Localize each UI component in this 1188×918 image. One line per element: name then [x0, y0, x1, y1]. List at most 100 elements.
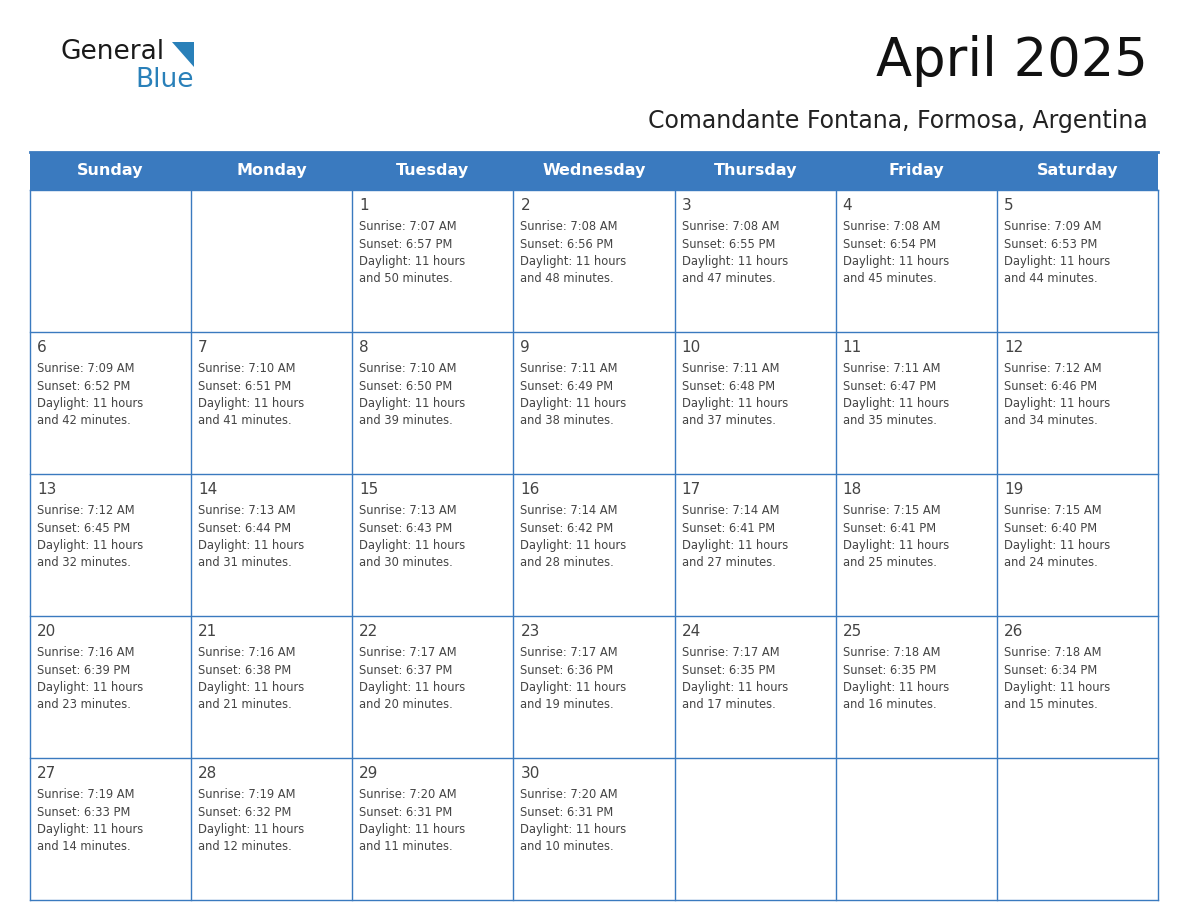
Text: Sunrise: 7:17 AM
Sunset: 6:36 PM
Daylight: 11 hours
and 19 minutes.: Sunrise: 7:17 AM Sunset: 6:36 PM Dayligh… [520, 646, 627, 711]
Bar [353, 474, 513, 616]
Bar [997, 474, 1158, 616]
Text: Sunrise: 7:10 AM
Sunset: 6:51 PM
Daylight: 11 hours
and 41 minutes.: Sunrise: 7:10 AM Sunset: 6:51 PM Dayligh… [198, 362, 304, 428]
Text: 15: 15 [359, 482, 379, 497]
Bar [675, 190, 835, 332]
Text: Sunrise: 7:14 AM
Sunset: 6:42 PM
Daylight: 11 hours
and 28 minutes.: Sunrise: 7:14 AM Sunset: 6:42 PM Dayligh… [520, 504, 627, 569]
Text: 25: 25 [842, 624, 862, 639]
Text: Sunrise: 7:18 AM
Sunset: 6:35 PM
Daylight: 11 hours
and 16 minutes.: Sunrise: 7:18 AM Sunset: 6:35 PM Dayligh… [842, 646, 949, 711]
Text: Sunrise: 7:19 AM
Sunset: 6:32 PM
Daylight: 11 hours
and 12 minutes.: Sunrise: 7:19 AM Sunset: 6:32 PM Dayligh… [198, 788, 304, 854]
Text: 20: 20 [37, 624, 56, 639]
Bar [835, 190, 997, 332]
Bar [835, 616, 997, 758]
Text: Sunrise: 7:19 AM
Sunset: 6:33 PM
Daylight: 11 hours
and 14 minutes.: Sunrise: 7:19 AM Sunset: 6:33 PM Dayligh… [37, 788, 144, 854]
Text: 12: 12 [1004, 340, 1023, 355]
Bar [30, 152, 1158, 190]
Text: 10: 10 [682, 340, 701, 355]
Text: 18: 18 [842, 482, 862, 497]
Bar [30, 616, 191, 758]
Text: 6: 6 [37, 340, 46, 355]
Text: 17: 17 [682, 482, 701, 497]
Text: 23: 23 [520, 624, 539, 639]
Text: Thursday: Thursday [713, 163, 797, 178]
Text: 16: 16 [520, 482, 539, 497]
Polygon shape [172, 42, 194, 67]
Text: Sunrise: 7:12 AM
Sunset: 6:46 PM
Daylight: 11 hours
and 34 minutes.: Sunrise: 7:12 AM Sunset: 6:46 PM Dayligh… [1004, 362, 1110, 428]
Bar [30, 758, 191, 900]
Bar [513, 332, 675, 474]
Text: 4: 4 [842, 198, 852, 213]
Bar [353, 190, 513, 332]
Bar [191, 616, 353, 758]
Bar [835, 758, 997, 900]
Bar [675, 616, 835, 758]
Bar [997, 758, 1158, 900]
Text: Sunrise: 7:08 AM
Sunset: 6:55 PM
Daylight: 11 hours
and 47 minutes.: Sunrise: 7:08 AM Sunset: 6:55 PM Dayligh… [682, 220, 788, 285]
Text: 8: 8 [359, 340, 369, 355]
Text: Comandante Fontana, Formosa, Argentina: Comandante Fontana, Formosa, Argentina [649, 109, 1148, 133]
Text: 28: 28 [198, 766, 217, 781]
Text: 9: 9 [520, 340, 530, 355]
Text: Sunrise: 7:07 AM
Sunset: 6:57 PM
Daylight: 11 hours
and 50 minutes.: Sunrise: 7:07 AM Sunset: 6:57 PM Dayligh… [359, 220, 466, 285]
Text: 21: 21 [198, 624, 217, 639]
Text: Sunrise: 7:11 AM
Sunset: 6:47 PM
Daylight: 11 hours
and 35 minutes.: Sunrise: 7:11 AM Sunset: 6:47 PM Dayligh… [842, 362, 949, 428]
Bar [353, 332, 513, 474]
Text: Sunrise: 7:11 AM
Sunset: 6:48 PM
Daylight: 11 hours
and 37 minutes.: Sunrise: 7:11 AM Sunset: 6:48 PM Dayligh… [682, 362, 788, 428]
Bar [353, 758, 513, 900]
Text: 7: 7 [198, 340, 208, 355]
Bar [30, 190, 191, 332]
Bar [835, 332, 997, 474]
Text: 1: 1 [359, 198, 369, 213]
Text: Tuesday: Tuesday [397, 163, 469, 178]
Bar [191, 190, 353, 332]
Bar [513, 616, 675, 758]
Text: Sunrise: 7:16 AM
Sunset: 6:38 PM
Daylight: 11 hours
and 21 minutes.: Sunrise: 7:16 AM Sunset: 6:38 PM Dayligh… [198, 646, 304, 711]
Text: 30: 30 [520, 766, 539, 781]
Text: Sunrise: 7:09 AM
Sunset: 6:53 PM
Daylight: 11 hours
and 44 minutes.: Sunrise: 7:09 AM Sunset: 6:53 PM Dayligh… [1004, 220, 1110, 285]
Text: Sunrise: 7:08 AM
Sunset: 6:54 PM
Daylight: 11 hours
and 45 minutes.: Sunrise: 7:08 AM Sunset: 6:54 PM Dayligh… [842, 220, 949, 285]
Text: Sunrise: 7:17 AM
Sunset: 6:37 PM
Daylight: 11 hours
and 20 minutes.: Sunrise: 7:17 AM Sunset: 6:37 PM Dayligh… [359, 646, 466, 711]
Bar [191, 332, 353, 474]
Text: Sunrise: 7:11 AM
Sunset: 6:49 PM
Daylight: 11 hours
and 38 minutes.: Sunrise: 7:11 AM Sunset: 6:49 PM Dayligh… [520, 362, 627, 428]
Text: Sunrise: 7:13 AM
Sunset: 6:43 PM
Daylight: 11 hours
and 30 minutes.: Sunrise: 7:13 AM Sunset: 6:43 PM Dayligh… [359, 504, 466, 569]
Text: General: General [61, 39, 164, 65]
Bar [675, 758, 835, 900]
Text: 19: 19 [1004, 482, 1023, 497]
Text: Monday: Monday [236, 163, 307, 178]
Text: Sunrise: 7:14 AM
Sunset: 6:41 PM
Daylight: 11 hours
and 27 minutes.: Sunrise: 7:14 AM Sunset: 6:41 PM Dayligh… [682, 504, 788, 569]
Text: 24: 24 [682, 624, 701, 639]
Text: Sunrise: 7:09 AM
Sunset: 6:52 PM
Daylight: 11 hours
and 42 minutes.: Sunrise: 7:09 AM Sunset: 6:52 PM Dayligh… [37, 362, 144, 428]
Text: Sunrise: 7:16 AM
Sunset: 6:39 PM
Daylight: 11 hours
and 23 minutes.: Sunrise: 7:16 AM Sunset: 6:39 PM Dayligh… [37, 646, 144, 711]
Text: Sunrise: 7:17 AM
Sunset: 6:35 PM
Daylight: 11 hours
and 17 minutes.: Sunrise: 7:17 AM Sunset: 6:35 PM Dayligh… [682, 646, 788, 711]
Text: Sunrise: 7:20 AM
Sunset: 6:31 PM
Daylight: 11 hours
and 10 minutes.: Sunrise: 7:20 AM Sunset: 6:31 PM Dayligh… [520, 788, 627, 854]
Text: Wednesday: Wednesday [542, 163, 646, 178]
Bar [191, 758, 353, 900]
Bar [191, 474, 353, 616]
Bar [675, 332, 835, 474]
Text: 3: 3 [682, 198, 691, 213]
Text: 26: 26 [1004, 624, 1023, 639]
Bar [997, 190, 1158, 332]
Text: Sunrise: 7:15 AM
Sunset: 6:41 PM
Daylight: 11 hours
and 25 minutes.: Sunrise: 7:15 AM Sunset: 6:41 PM Dayligh… [842, 504, 949, 569]
Text: Sunrise: 7:15 AM
Sunset: 6:40 PM
Daylight: 11 hours
and 24 minutes.: Sunrise: 7:15 AM Sunset: 6:40 PM Dayligh… [1004, 504, 1110, 569]
Text: 11: 11 [842, 340, 862, 355]
Text: Blue: Blue [135, 67, 194, 93]
Text: Sunrise: 7:08 AM
Sunset: 6:56 PM
Daylight: 11 hours
and 48 minutes.: Sunrise: 7:08 AM Sunset: 6:56 PM Dayligh… [520, 220, 627, 285]
Bar [513, 474, 675, 616]
Bar [997, 332, 1158, 474]
Text: 14: 14 [198, 482, 217, 497]
Bar [30, 332, 191, 474]
Bar [835, 474, 997, 616]
Text: Sunday: Sunday [77, 163, 144, 178]
Bar [675, 474, 835, 616]
Text: Saturday: Saturday [1037, 163, 1118, 178]
Text: Sunrise: 7:13 AM
Sunset: 6:44 PM
Daylight: 11 hours
and 31 minutes.: Sunrise: 7:13 AM Sunset: 6:44 PM Dayligh… [198, 504, 304, 569]
Text: 13: 13 [37, 482, 56, 497]
Text: Friday: Friday [889, 163, 944, 178]
Text: April 2025: April 2025 [876, 35, 1148, 87]
Text: 29: 29 [359, 766, 379, 781]
Text: 2: 2 [520, 198, 530, 213]
Text: Sunrise: 7:20 AM
Sunset: 6:31 PM
Daylight: 11 hours
and 11 minutes.: Sunrise: 7:20 AM Sunset: 6:31 PM Dayligh… [359, 788, 466, 854]
Text: 27: 27 [37, 766, 56, 781]
Text: Sunrise: 7:10 AM
Sunset: 6:50 PM
Daylight: 11 hours
and 39 minutes.: Sunrise: 7:10 AM Sunset: 6:50 PM Dayligh… [359, 362, 466, 428]
Text: Sunrise: 7:18 AM
Sunset: 6:34 PM
Daylight: 11 hours
and 15 minutes.: Sunrise: 7:18 AM Sunset: 6:34 PM Dayligh… [1004, 646, 1110, 711]
